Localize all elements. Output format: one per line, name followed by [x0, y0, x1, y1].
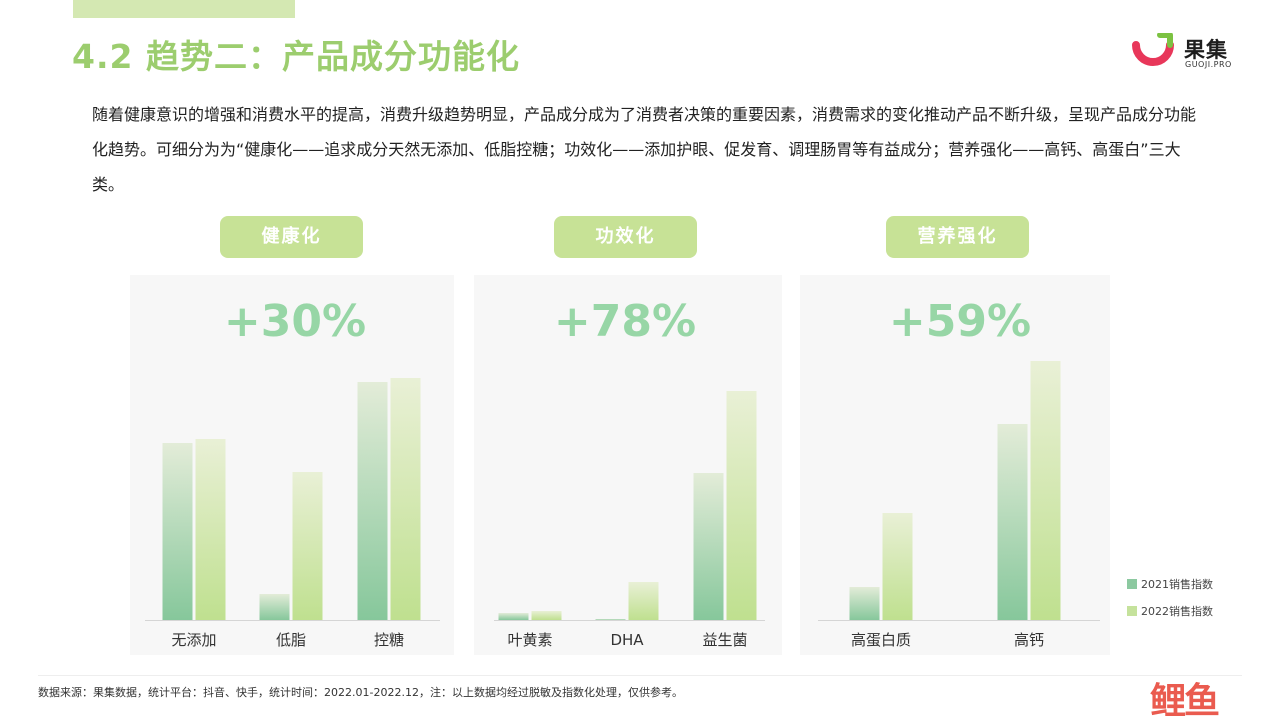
- legend-label-2022: 2022销售指数: [1141, 605, 1213, 618]
- top-accent-bar: [73, 0, 295, 18]
- bar-低脂-2022: [292, 472, 323, 620]
- bar-低脂-2021: [259, 594, 290, 620]
- category-label: 益生菌: [702, 631, 747, 649]
- growth-function: +78%: [553, 296, 697, 347]
- source-footnote: 数据来源：果集数据，统计平台：抖音、快手，统计时间：2022.01-2022.1…: [38, 686, 683, 699]
- legend-label-2021: 2021销售指数: [1141, 578, 1213, 591]
- category-label: 低脂: [276, 631, 306, 649]
- footer-divider: [38, 675, 1242, 676]
- bar-益生菌-2022: [726, 391, 757, 620]
- legend-2022: 2022销售指数: [1127, 603, 1213, 619]
- logo-mark-icon: [1132, 33, 1174, 66]
- brand-logo: 果集 GUOJI.PRO: [1132, 33, 1242, 73]
- bar-DHA-2021: [595, 619, 626, 620]
- bar-高钙-2021: [997, 424, 1028, 620]
- intro-paragraph: 随着健康意识的增强和消费水平的提高，消费升级趋势明显，产品成分成为了消费者决策的…: [92, 105, 1197, 194]
- category-label: 控糖: [374, 631, 404, 649]
- legend-2021: 2021销售指数: [1127, 576, 1213, 592]
- bar-控糖-2021: [357, 382, 388, 620]
- bar-高钙-2022: [1030, 361, 1061, 620]
- bar-DHA-2022: [628, 582, 659, 620]
- group-label-function: 功效化: [554, 216, 697, 258]
- group-label-nutrition: 营养强化: [886, 216, 1029, 258]
- growth-health: +30%: [223, 296, 367, 347]
- bar-高蛋白质-2021: [849, 587, 880, 620]
- bar-叶黄素-2021: [498, 613, 529, 620]
- category-label: 高蛋白质: [851, 631, 911, 649]
- category-label: DHA: [610, 631, 644, 649]
- logo-name: 果集: [1184, 38, 1228, 62]
- bar-无添加-2022: [195, 439, 226, 620]
- bar-控糖-2022: [390, 378, 421, 620]
- bar-叶黄素-2022: [531, 611, 562, 620]
- bar-益生菌-2021: [693, 473, 724, 620]
- legend-swatch-2022: [1127, 606, 1137, 616]
- category-label: 无添加: [171, 631, 216, 649]
- category-label: 高钙: [1014, 631, 1044, 649]
- legend-swatch-2021: [1127, 579, 1137, 589]
- bar-无添加-2021: [162, 443, 193, 620]
- category-label: 叶黄素: [507, 631, 552, 649]
- growth-nutrition: +59%: [888, 296, 1032, 347]
- page-title: 4.2 趋势二：产品成分功能化: [72, 37, 520, 76]
- bar-高蛋白质-2022: [882, 513, 913, 620]
- corner-brand: 鲤鱼: [1150, 681, 1220, 722]
- logo-subtext: GUOJI.PRO: [1185, 60, 1232, 69]
- group-label-health: 健康化: [220, 216, 363, 258]
